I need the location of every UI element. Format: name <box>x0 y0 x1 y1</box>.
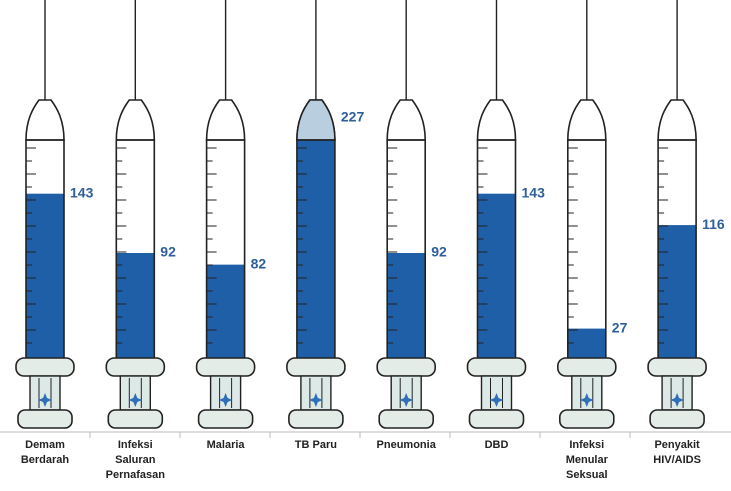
flange <box>556 357 617 377</box>
syringe: 27 Infeksi Menular Seksual <box>539 0 628 481</box>
category-label: Infeksi Menular Seksual <box>565 439 608 481</box>
bar <box>387 253 426 360</box>
flange <box>647 357 707 377</box>
bar <box>206 264 245 360</box>
category-label-box: TB Paru <box>294 439 337 451</box>
sparkle <box>38 393 52 407</box>
category-label: Penyakit HIV/AIDS <box>653 439 701 466</box>
base <box>288 409 344 429</box>
bar <box>567 328 606 360</box>
base <box>649 409 705 429</box>
base <box>197 409 254 429</box>
category-label-box: Penyakit HIV/AIDS <box>653 439 701 466</box>
bar <box>26 193 64 360</box>
base <box>378 409 435 429</box>
value-label: 143 <box>522 184 546 200</box>
barrel <box>566 139 607 361</box>
bar <box>116 253 155 360</box>
value-label: 27 <box>612 319 628 335</box>
category-label-box: Infeksi Menular Seksual <box>565 439 608 481</box>
syringe: 227 TB Paru <box>269 0 365 451</box>
syringe: 92 Infeksi Saluran Pernafasan <box>89 0 176 481</box>
flange <box>376 357 437 377</box>
base <box>17 409 73 429</box>
syringe: 143 Demam Berdarah <box>15 0 94 466</box>
value-label: 116 <box>702 216 725 232</box>
category-label-box: Infeksi Saluran Pernafasan <box>105 439 165 481</box>
flange <box>15 357 75 377</box>
category-label-box: Malaria <box>206 439 245 451</box>
bar <box>477 193 516 360</box>
tip <box>205 99 246 141</box>
value-label: 92 <box>160 244 176 260</box>
bar <box>658 225 697 360</box>
sparkle <box>308 393 323 407</box>
syringe: 143 DBD <box>449 0 546 451</box>
flange <box>466 357 527 377</box>
value-label: 227 <box>341 109 365 125</box>
flange <box>105 357 166 377</box>
category-label: DBD <box>484 439 509 451</box>
tip <box>657 99 697 141</box>
base <box>558 409 615 429</box>
value-label: 82 <box>251 255 267 271</box>
flange <box>195 357 256 377</box>
syringe: 92 Pneumonia <box>359 0 447 451</box>
value-label: 92 <box>431 244 447 260</box>
tip-tint <box>296 99 336 141</box>
sparkle <box>670 393 685 407</box>
sparkle <box>128 393 143 407</box>
base <box>468 409 525 429</box>
category-label-box: DBD <box>484 439 509 451</box>
category-label: TB Paru <box>294 439 337 451</box>
sparkle <box>399 393 414 407</box>
tip <box>25 99 65 141</box>
sparkle <box>579 393 594 407</box>
bar <box>296 100 335 360</box>
category-label-box: Demam Berdarah <box>20 439 70 466</box>
syringe: 82 Malaria <box>179 0 267 451</box>
flange <box>286 357 346 377</box>
category-label: Malaria <box>206 439 245 451</box>
tip <box>476 99 517 141</box>
category-label-box: Pneumonia <box>376 439 436 451</box>
syringe: 116 Penyakit HIV/AIDS <box>629 0 725 466</box>
tip <box>566 99 607 141</box>
category-label: Demam Berdarah <box>20 439 70 466</box>
category-label: Pneumonia <box>376 439 436 451</box>
sparkle <box>218 393 233 407</box>
tip <box>386 99 427 141</box>
sparkle <box>489 393 504 407</box>
category-label: Infeksi Saluran Pernafasan <box>105 439 165 481</box>
value-label: 143 <box>70 184 94 200</box>
tip <box>115 99 156 141</box>
base <box>107 409 164 429</box>
